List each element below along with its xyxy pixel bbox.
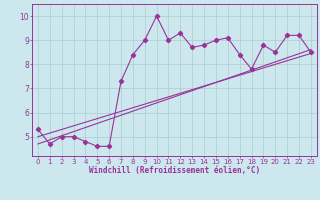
X-axis label: Windchill (Refroidissement éolien,°C): Windchill (Refroidissement éolien,°C) [89,166,260,175]
